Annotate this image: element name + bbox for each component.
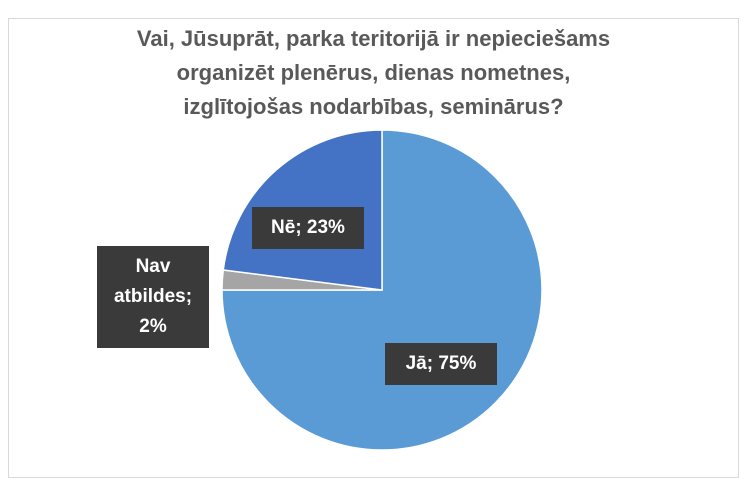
page: Vai, Jūsuprāt, parka teritorijā ir nepie… xyxy=(8,18,739,478)
chart xyxy=(221,129,543,451)
chart-title: Vai, Jūsuprāt, parka teritorijā ir nepie… xyxy=(136,26,611,119)
data-label: Nav atbildes; 2% xyxy=(97,246,209,348)
data-label: Nē; 23% xyxy=(252,207,364,249)
data-label: Jā; 75% xyxy=(385,343,497,385)
